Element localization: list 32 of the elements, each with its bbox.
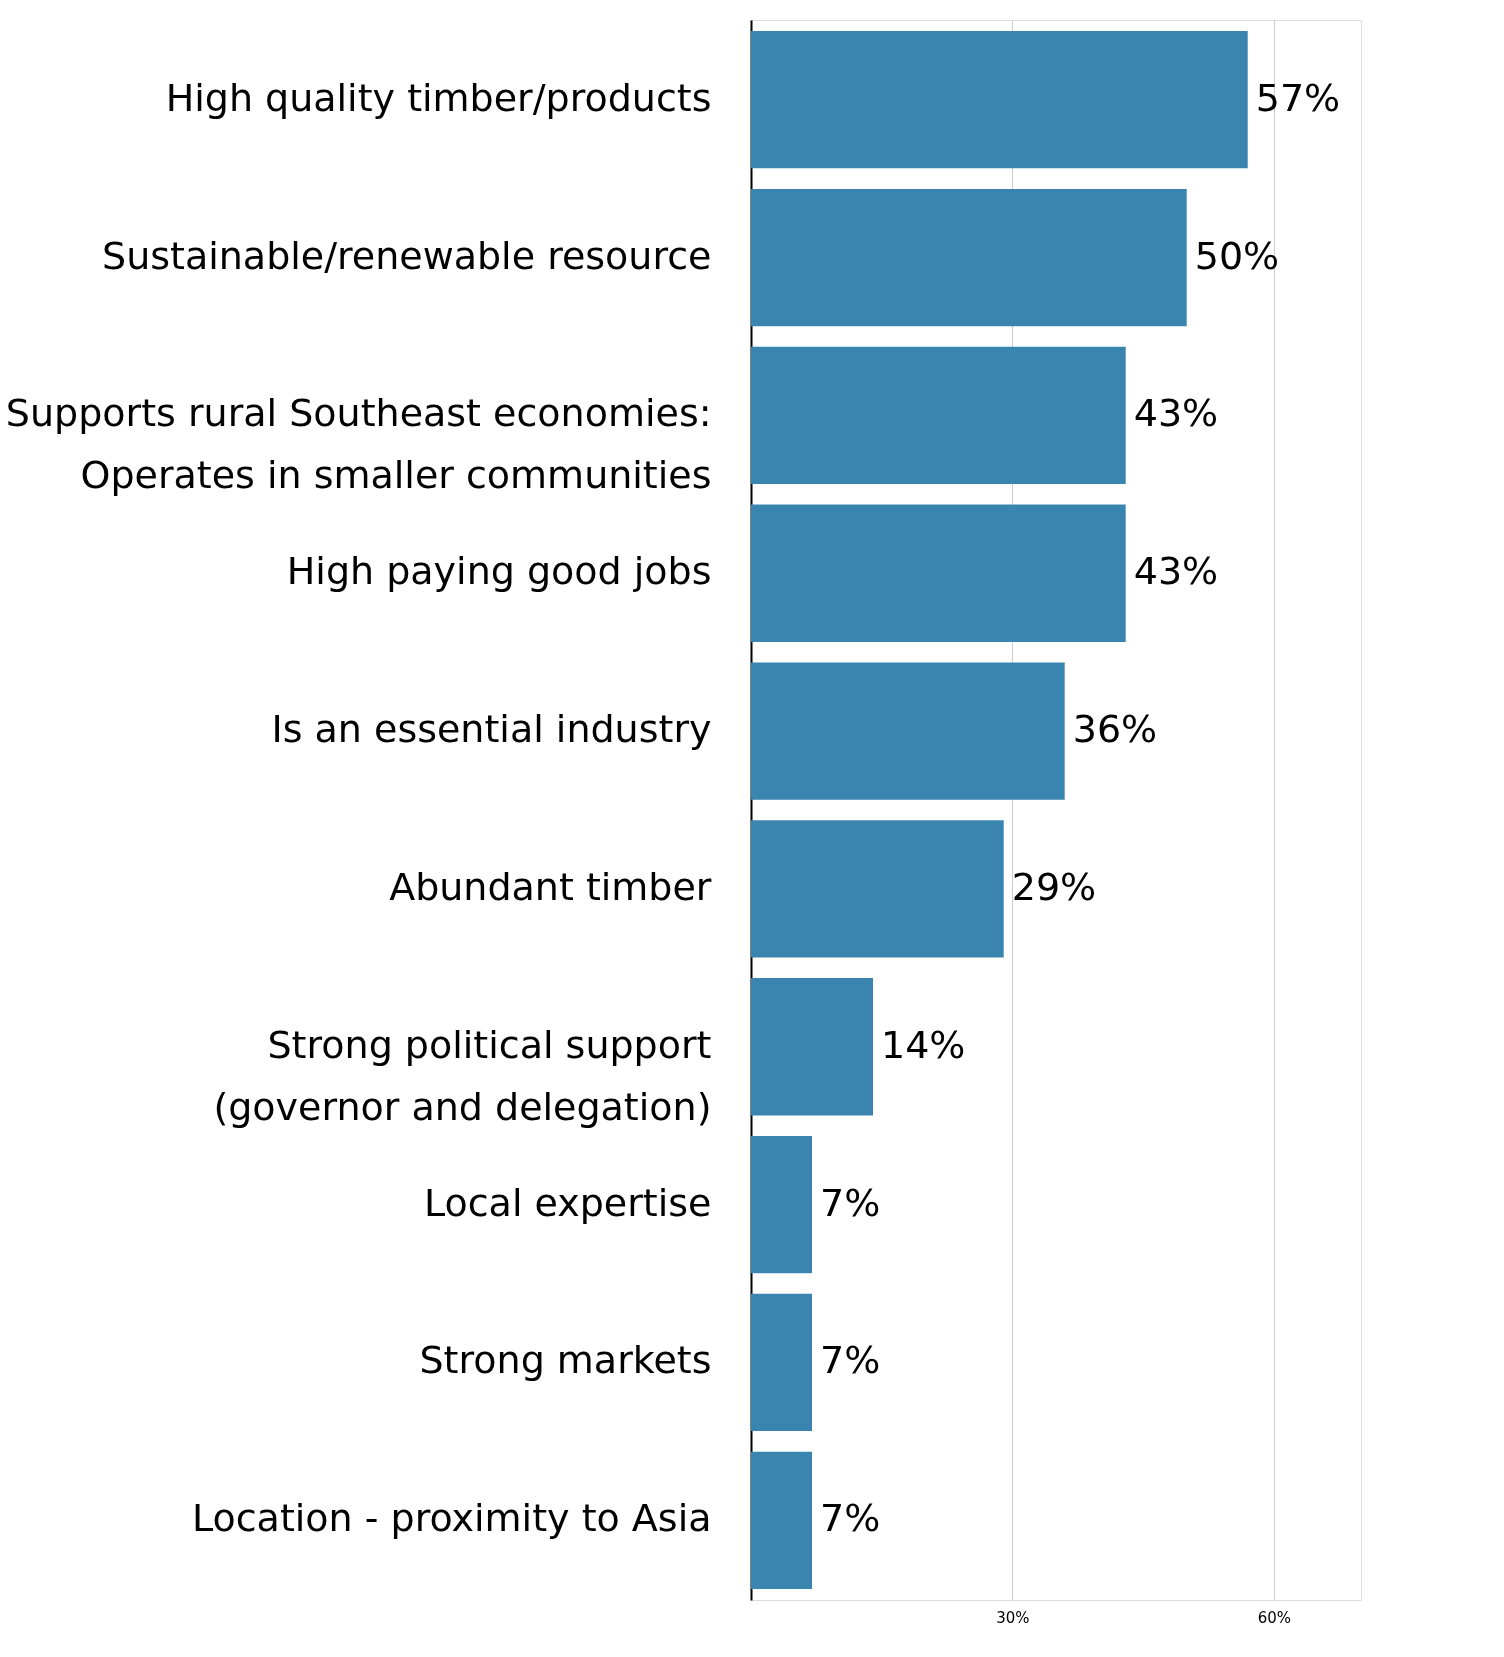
bar <box>751 31 1248 169</box>
data-label: 7% <box>820 1496 881 1541</box>
bar <box>751 188 1187 327</box>
bar <box>751 1293 812 1432</box>
data-label: 7% <box>820 1180 881 1225</box>
data-label: 43% <box>1133 549 1219 594</box>
data-label: 14% <box>881 1022 966 1067</box>
bar <box>751 504 1126 642</box>
y-tick-label: High quality timber/products <box>165 75 712 120</box>
y-tick-label: High paying good jobs <box>286 549 712 594</box>
y-tick-label: Supports rural Southeast economies: Operates in smaller communities <box>5 391 712 498</box>
y-tick-label: Strong markets <box>419 1338 712 1383</box>
bar <box>751 1135 812 1274</box>
data-label: 50% <box>1194 233 1280 278</box>
data-label: 57% <box>1255 75 1341 120</box>
y-tick-label: Local expertise <box>423 1180 712 1225</box>
data-label: 36% <box>1072 707 1158 752</box>
y-tick-label: Abundant timber <box>389 864 712 909</box>
x-tick-label: 60% <box>1257 1608 1292 1627</box>
bar <box>751 820 1004 958</box>
data-label: 43% <box>1133 391 1219 436</box>
bar <box>751 1451 812 1589</box>
y-tick-label: Location - proximity to Asia <box>191 1496 712 1541</box>
y-tick-label: Strong political support (governor and delegation) <box>213 1022 712 1129</box>
x-tick-label: 30% <box>996 1608 1030 1627</box>
bar <box>751 662 1065 800</box>
data-label: 29% <box>1011 864 1097 909</box>
y-tick-label: Is an essential industry <box>271 707 712 752</box>
bar <box>751 346 1126 485</box>
data-label: 7% <box>820 1338 881 1383</box>
bar <box>751 978 873 1116</box>
y-tick-label: Sustainable/renewable resource <box>102 233 712 278</box>
